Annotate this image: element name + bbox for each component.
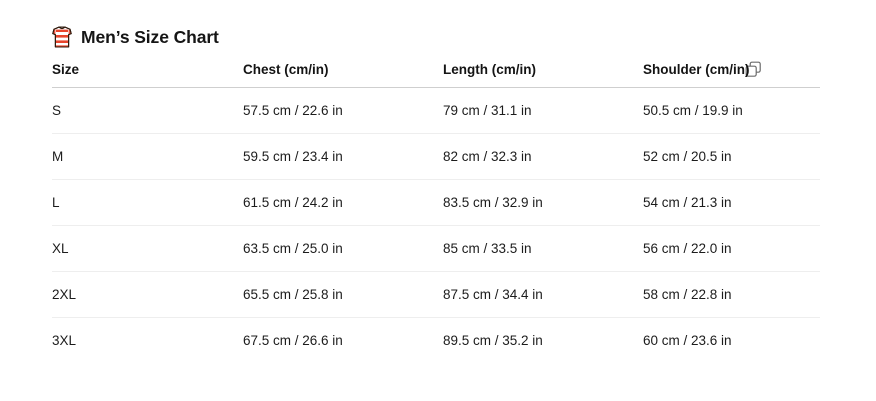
column-header-shoulder: Shoulder (cm/in) <box>643 62 820 88</box>
cell-chest: 63.5 cm / 25.0 in <box>243 225 443 272</box>
cell-chest: 65.5 cm / 25.8 in <box>243 271 443 318</box>
cell-chest: 59.5 cm / 23.4 in <box>243 133 443 180</box>
cell-size: S <box>52 87 243 134</box>
table-body: S 57.5 cm / 22.6 in 79 cm / 31.1 in 50.5… <box>52 87 820 364</box>
table-header: Size Chest (cm/in) Length (cm/in) Should… <box>52 62 820 88</box>
tshirt-icon <box>52 26 72 48</box>
cell-chest: 61.5 cm / 24.2 in <box>243 179 443 226</box>
page-title-text: Men’s Size Chart <box>81 27 219 47</box>
cell-chest: 57.5 cm / 22.6 in <box>243 87 443 134</box>
table-row: 2XL 65.5 cm / 25.8 in 87.5 cm / 34.4 in … <box>52 271 820 318</box>
cell-length: 89.5 cm / 35.2 in <box>443 333 543 348</box>
table-row: 3XL 67.5 cm / 26.6 in 89.5 cm / 35.2 in … <box>52 318 820 364</box>
cell-shoulder: 54 cm / 21.3 in <box>643 179 820 226</box>
cell-size: M <box>52 133 243 180</box>
cell-size: 2XL <box>52 271 243 318</box>
cell-size: XL <box>52 225 243 272</box>
cell-size: 3XL <box>52 333 77 348</box>
cell-size: L <box>52 179 243 226</box>
cell-length: 82 cm / 32.3 in <box>443 133 643 180</box>
column-header-length: Length (cm/in) <box>443 62 643 88</box>
cell-length: 85 cm / 33.5 in <box>443 225 643 272</box>
table-header-row: Size Chest (cm/in) Length (cm/in) Should… <box>52 62 820 88</box>
size-chart-table: Size Chest (cm/in) Length (cm/in) Should… <box>52 62 820 363</box>
table-row: L 61.5 cm / 24.2 in 83.5 cm / 32.9 in 54… <box>52 179 820 226</box>
table-row: S 57.5 cm / 22.6 in 79 cm / 31.1 in 50.5… <box>52 87 820 134</box>
page-title: Men’s Size Chart <box>52 25 219 49</box>
table-row: M 59.5 cm / 23.4 in 82 cm / 32.3 in 52 c… <box>52 133 820 180</box>
cell-shoulder: 60 cm / 23.6 in <box>643 333 732 348</box>
column-header-chest: Chest (cm/in) <box>243 62 443 88</box>
cell-length: 87.5 cm / 34.4 in <box>443 271 643 318</box>
column-header-size: Size <box>52 62 243 88</box>
cell-shoulder: 52 cm / 20.5 in <box>643 133 820 180</box>
table-row: XL 63.5 cm / 25.0 in 85 cm / 33.5 in 56 … <box>52 225 820 272</box>
cell-length: 83.5 cm / 32.9 in <box>443 179 643 226</box>
cell-shoulder: 50.5 cm / 19.9 in <box>643 87 820 134</box>
cell-shoulder: 58 cm / 22.8 in <box>643 271 820 318</box>
cell-chest: 67.5 cm / 26.6 in <box>243 333 343 348</box>
cell-length: 79 cm / 31.1 in <box>443 87 643 134</box>
cell-shoulder: 56 cm / 22.0 in <box>643 225 820 272</box>
